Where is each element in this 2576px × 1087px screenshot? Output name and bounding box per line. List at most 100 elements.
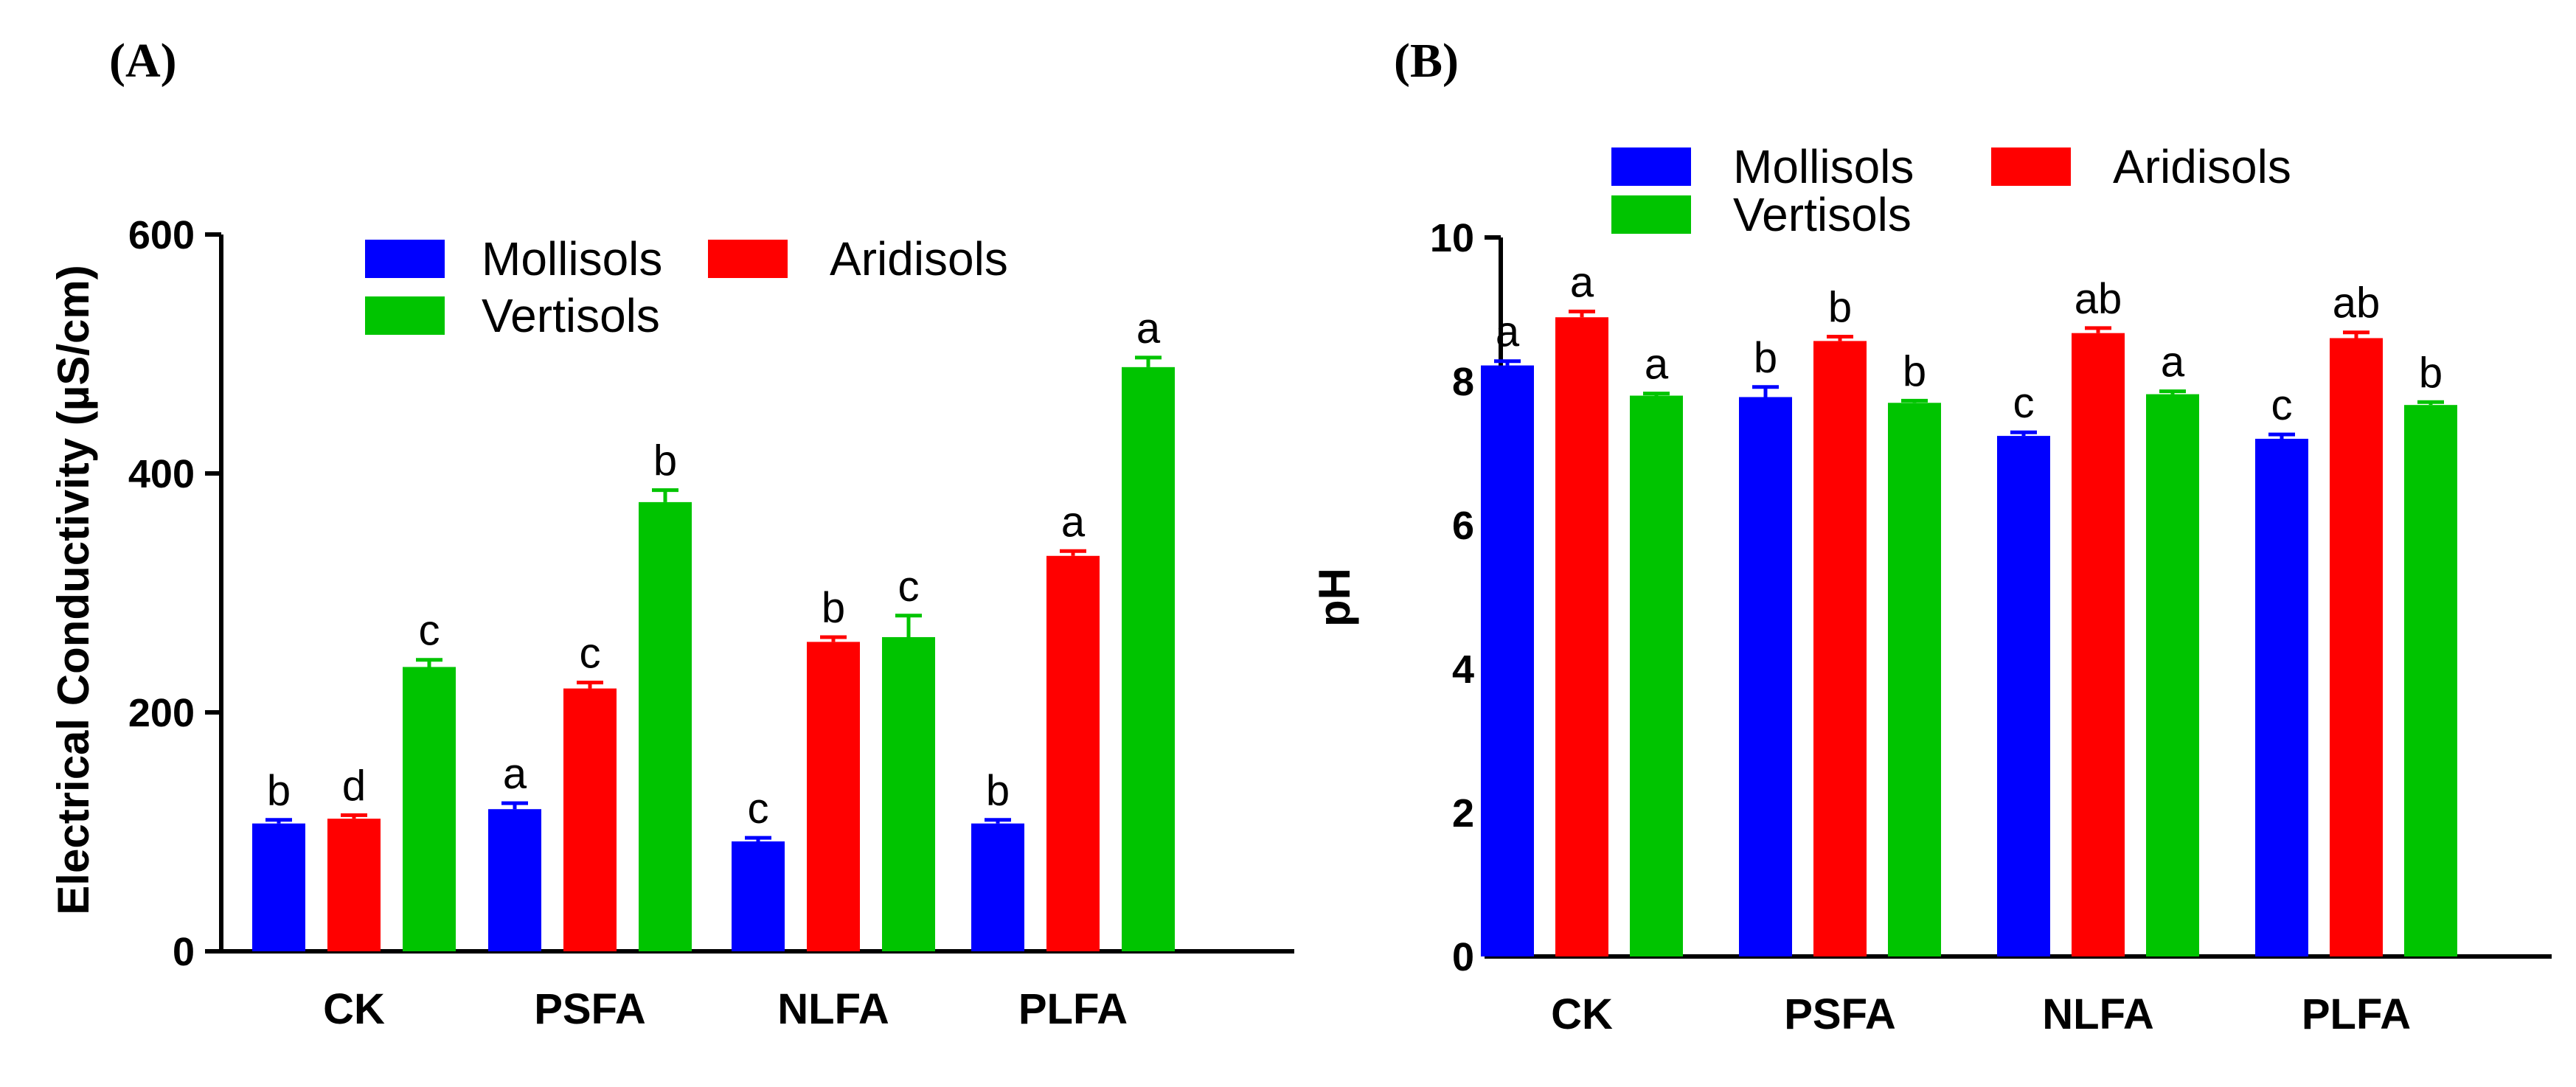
a-bar-aridisols-nlfa [807,642,860,951]
a-significance-letter: c [748,785,769,833]
b-y-axis-title: pH [1310,568,1359,627]
b-legend-swatch-aridisols [1991,147,2071,186]
a-legend-label-vertisols: Vertisols [482,289,660,342]
a-error-bar [341,813,367,819]
b-significance-letter: ab [2075,275,2122,323]
a-bar-mollisols-plfa [971,823,1024,951]
a-x-tick-label: PLFA [1018,985,1128,1033]
a-significance-letter: d [342,762,366,810]
a-error-bar [416,658,442,667]
b-significance-letter: a [2161,338,2185,386]
a-error-bar [1135,355,1162,367]
a-significance-letter: c [898,563,920,611]
panel-a-label: (A) [109,34,177,88]
b-y-tick-label: 0 [1452,935,1474,979]
b-x-tick-label: PLFA [2302,990,2411,1038]
b-significance-letter: b [1754,334,1777,382]
panel-b-label: (B) [1394,34,1459,88]
panel-a-ec-chart: (A) 0 200 400 600 Electrical Conductivity (µ… [49,34,1294,1033]
a-error-bar [985,818,1011,824]
b-y-tick-label: 10 [1430,216,1474,260]
panel-b-ph-chart: (B) 0246810pHaaaCKbbbPSFAcabaNLFAcabbPLF… [1310,34,2552,1038]
a-legend-label-aridisols: Aridisols [830,232,1008,285]
b-error-bar [2417,400,2444,406]
b-bar-aridisols-plfa [2330,338,2383,956]
b-bar-vertisols-plfa [2404,405,2457,956]
a-y-tick-label: 0 [173,930,195,974]
a-bar-aridisols-plfa [1046,555,1100,951]
a-y-tick-label: 200 [128,691,195,735]
a-x-tick-label: CK [323,985,385,1033]
b-x-tick-label: PSFA [1784,990,1896,1038]
b-significance-letter: c [2271,381,2293,429]
b-significance-letter: ab [2333,279,2381,327]
b-error-bar [1827,335,1853,341]
b-bar-aridisols-nlfa [2072,333,2125,956]
b-error-bar [2268,432,2295,439]
a-significance-letter: b [822,584,845,632]
b-significance-letter: b [2419,349,2443,397]
b-y-tick-label: 8 [1452,360,1474,404]
b-significance-letter: a [1570,258,1594,306]
b-legend-swatch-vertisols [1611,195,1691,234]
b-bar-mollisols-nlfa [1997,436,2050,956]
a-bar-aridisols-psfa [563,688,617,951]
b-significance-letter: c [2013,379,2035,427]
a-y-tick-label: 600 [128,213,195,257]
b-significance-letter: b [1828,284,1852,332]
a-error-bar [1060,549,1086,556]
a-x-tick-label: PSFA [534,985,646,1033]
a-bar-vertisols-ck [403,667,456,951]
a-bar-vertisols-plfa [1122,367,1175,951]
a-bar-mollisols-nlfa [732,841,785,951]
a-bar-vertisols-nlfa [882,636,935,951]
b-error-bar [1494,359,1521,366]
b-error-bar [2159,389,2186,395]
a-significance-letter: b [986,767,1010,815]
a-bar-aridisols-ck [327,819,381,951]
a-legend-label-mollisols: Mollisols [482,232,662,285]
a-error-bar [745,836,771,841]
b-bar-vertisols-psfa [1888,403,1941,956]
a-significance-letter: c [419,607,440,655]
a-significance-letter: b [653,437,677,485]
b-legend-swatch-mollisols [1611,147,1691,186]
b-legend-label-vertisols: Vertisols [1733,188,1912,241]
a-bar-mollisols-psfa [488,809,541,951]
a-error-bar [895,614,922,637]
b-y-tick-label: 6 [1452,504,1474,548]
b-error-bar [1752,385,1779,397]
b-error-bar [1569,309,1595,318]
a-y-axis-title: Electrical Conductivity (µS/cm) [49,265,98,914]
a-significance-letter: a [503,750,527,798]
a-legend-swatch-mollisols [365,240,445,278]
b-bar-aridisols-ck [1555,317,1608,957]
b-legend-label-mollisols: Mollisols [1733,140,1914,193]
b-significance-letter: a [1496,308,1520,356]
b-x-tick-label: NLFA [2042,990,2153,1038]
b-x-tick-label: CK [1551,990,1613,1038]
a-error-bar [265,818,292,824]
b-bar-mollisols-ck [1481,365,1534,956]
a-error-bar [652,488,678,502]
a-legend-swatch-vertisols [365,296,445,335]
b-significance-letter: a [1645,341,1669,389]
b-y-tick-label: 2 [1452,791,1474,836]
b-legend-label-aridisols: Aridisols [2113,140,2291,193]
a-significance-letter: b [267,767,291,815]
b-significance-letter: b [1903,347,1926,395]
b-bar-mollisols-plfa [2255,439,2308,956]
b-error-bar [2010,430,2037,437]
b-error-bar [2343,330,2370,338]
b-y-tick-label: 4 [1452,647,1474,692]
b-error-bar [1643,392,1670,396]
a-x-tick-label: NLFA [777,985,889,1033]
a-significance-letter: a [1136,305,1161,353]
a-error-bar [577,681,603,689]
a-significance-letter: c [580,630,601,678]
a-error-bar [820,635,847,642]
a-error-bar [501,801,528,810]
a-y-tick-label: 400 [128,452,195,496]
a-bar-vertisols-psfa [639,501,692,951]
